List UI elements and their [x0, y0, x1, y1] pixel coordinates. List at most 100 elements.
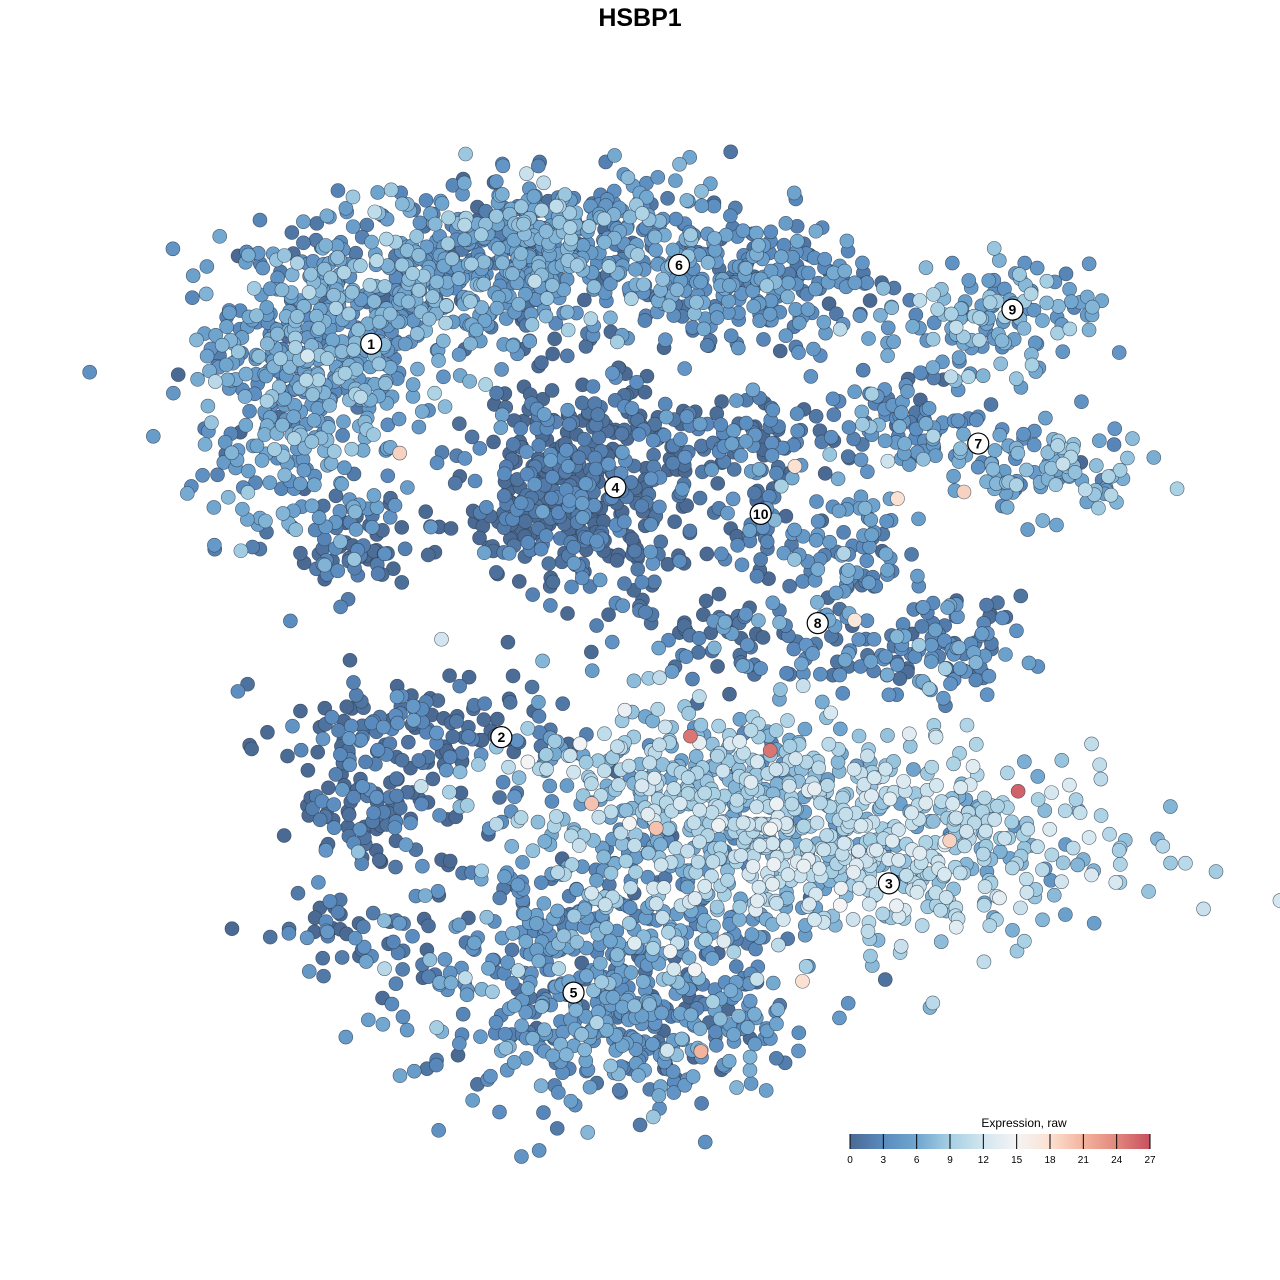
data-point	[518, 934, 534, 949]
data-point	[290, 255, 305, 271]
data-point	[866, 770, 882, 786]
data-point	[976, 897, 992, 913]
data-point	[1009, 477, 1024, 493]
data-point	[538, 224, 554, 239]
data-point	[704, 462, 719, 478]
data-point	[507, 789, 522, 805]
data-point	[774, 249, 789, 265]
data-point	[550, 865, 566, 880]
data-point	[713, 417, 729, 432]
data-point	[400, 294, 416, 310]
data-point	[165, 241, 181, 257]
data-point	[206, 500, 222, 515]
data-point	[631, 427, 647, 442]
data-point	[952, 865, 968, 881]
data-point	[631, 1068, 646, 1083]
data-point	[990, 798, 1005, 814]
data-point	[817, 466, 833, 481]
data-point	[642, 997, 657, 1012]
data-point	[489, 208, 504, 224]
cluster-label-text: 8	[814, 615, 822, 631]
data-point	[483, 1068, 498, 1084]
data-point	[298, 372, 314, 388]
data-point	[542, 778, 558, 794]
data-point	[1091, 500, 1106, 516]
data-point	[791, 345, 806, 360]
data-point	[1017, 933, 1032, 949]
data-point	[328, 767, 344, 782]
data-point	[492, 790, 507, 805]
data-point	[287, 431, 302, 446]
data-point	[1169, 481, 1185, 497]
data-point	[524, 317, 540, 332]
data-point	[324, 709, 340, 725]
data-point	[914, 918, 930, 933]
data-point	[946, 756, 961, 772]
data-point	[655, 910, 670, 925]
data-point	[627, 935, 642, 951]
data-point	[808, 532, 824, 548]
data-point	[987, 443, 1003, 458]
data-point	[530, 814, 546, 830]
data-point	[370, 566, 386, 581]
data-point	[347, 504, 363, 520]
data-point	[789, 406, 805, 422]
data-point	[679, 409, 695, 425]
data-point	[309, 308, 324, 324]
data-point	[429, 1020, 444, 1035]
data-point	[732, 734, 747, 749]
data-point	[1024, 357, 1040, 373]
cluster-label-5: 5	[562, 981, 585, 1004]
data-point	[648, 820, 664, 836]
data-point	[773, 682, 788, 697]
data-point	[451, 347, 467, 362]
data-point	[235, 501, 250, 517]
data-point	[584, 885, 599, 901]
data-point	[222, 305, 237, 321]
data-point	[940, 600, 955, 615]
data-point	[771, 937, 786, 953]
data-point	[943, 306, 959, 322]
data-point	[420, 547, 436, 563]
data-point	[943, 676, 958, 692]
data-point	[1010, 783, 1026, 799]
data-point	[1005, 922, 1020, 938]
data-point	[224, 445, 240, 461]
data-point	[336, 414, 351, 430]
data-point	[700, 255, 716, 270]
data-point	[999, 499, 1015, 515]
data-point	[1057, 803, 1073, 819]
data-point	[788, 302, 803, 317]
data-point	[781, 275, 796, 291]
data-point	[711, 818, 726, 833]
data-point	[544, 490, 559, 506]
data-point	[346, 789, 362, 805]
data-point	[571, 450, 587, 465]
data-point	[892, 671, 908, 687]
data-point	[566, 908, 582, 924]
data-point	[859, 553, 875, 568]
data-point	[414, 404, 430, 419]
data-point	[575, 510, 590, 525]
data-point	[618, 853, 634, 869]
data-point	[451, 917, 467, 933]
data-point	[254, 453, 270, 468]
data-point	[924, 759, 940, 775]
data-point	[185, 268, 201, 283]
data-point	[495, 255, 510, 271]
data-point	[791, 1043, 806, 1059]
data-point	[560, 322, 576, 338]
data-point	[847, 384, 862, 400]
data-point	[199, 259, 215, 274]
data-point	[429, 274, 445, 290]
data-point	[267, 442, 282, 457]
data-point	[537, 834, 553, 849]
data-point	[549, 198, 564, 214]
data-point	[504, 942, 520, 958]
data-point	[829, 306, 844, 322]
data-point	[667, 514, 682, 529]
data-point	[945, 796, 960, 811]
data-point	[880, 348, 895, 363]
data-point	[473, 1029, 488, 1045]
data-point	[589, 1015, 605, 1030]
